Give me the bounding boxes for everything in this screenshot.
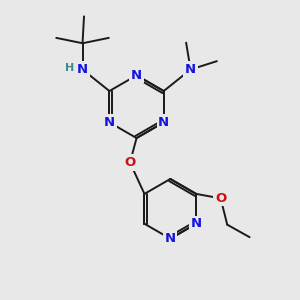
Text: N: N xyxy=(104,116,115,129)
Text: N: N xyxy=(131,69,142,82)
Text: N: N xyxy=(77,63,88,76)
Text: O: O xyxy=(124,156,136,169)
Text: N: N xyxy=(185,63,196,76)
Text: O: O xyxy=(215,192,226,205)
Text: N: N xyxy=(165,232,176,245)
Text: H: H xyxy=(65,63,75,73)
Text: N: N xyxy=(158,116,169,129)
Text: N: N xyxy=(190,217,202,230)
